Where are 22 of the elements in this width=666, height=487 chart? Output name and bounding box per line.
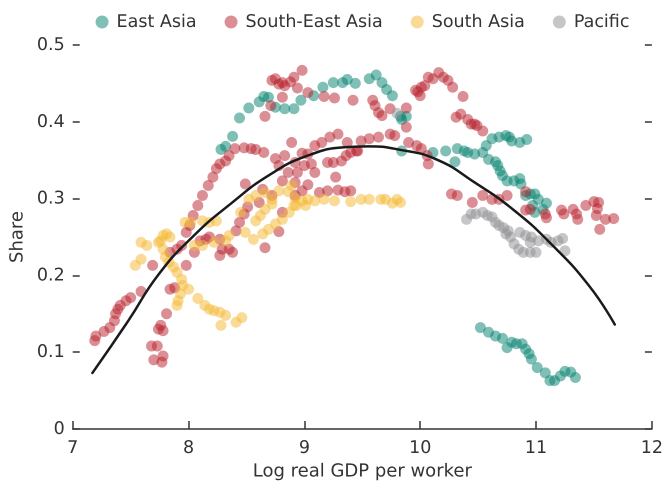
legend-label: South-East Asia — [246, 12, 383, 32]
y-tick-label: 0.3 — [36, 188, 65, 209]
y-tick-label: 0.5 — [36, 35, 65, 55]
point — [392, 108, 403, 119]
y-tick-label: 0.1 — [36, 342, 65, 362]
y-tick-label: 0.2 — [36, 265, 65, 286]
point — [524, 236, 536, 248]
legend-label: Pacific — [574, 12, 630, 32]
x-axis-title: Log real GDP per worker — [252, 460, 472, 482]
y-axis-title: Share — [6, 211, 28, 263]
y-tick-label: 0.4 — [36, 112, 65, 132]
x-tick-label: 7 — [67, 438, 78, 458]
legend-label: South Asia — [432, 12, 525, 32]
legend-label: East Asia — [116, 12, 197, 32]
x-tick-label: 9 — [298, 438, 310, 458]
x-tick-label: 12 — [640, 438, 664, 458]
x-tick-label: 11 — [524, 438, 548, 458]
x-tick-label: 10 — [409, 438, 432, 458]
point — [557, 233, 568, 244]
y-tick-label: 0 — [54, 419, 65, 439]
x-tick-label: 8 — [182, 438, 194, 458]
point — [530, 246, 542, 258]
